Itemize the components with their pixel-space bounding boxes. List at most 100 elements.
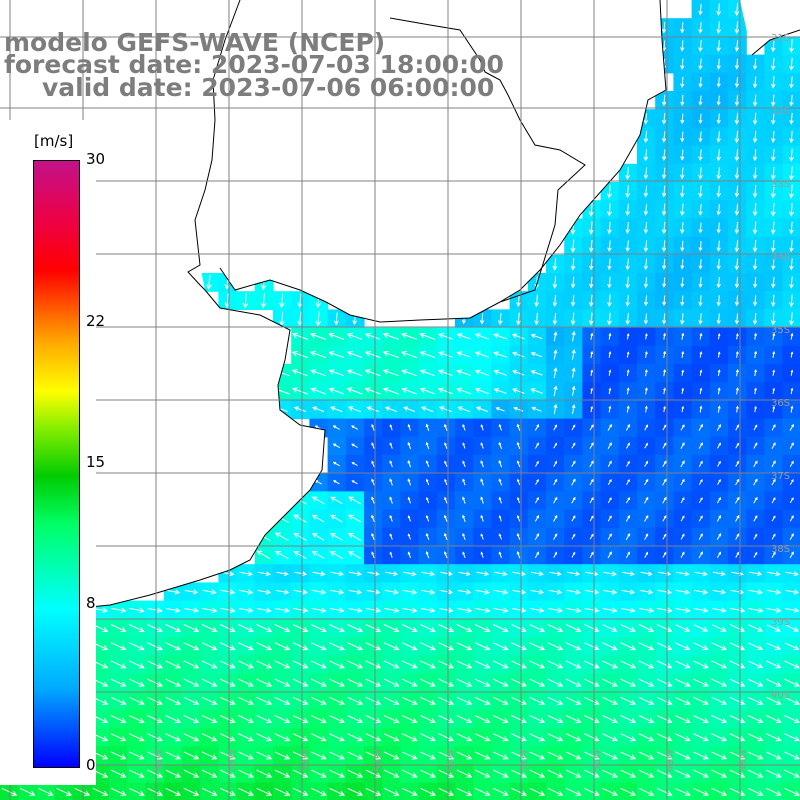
- wind-arrow: [330, 406, 343, 413]
- wind-arrow: [548, 607, 564, 613]
- wind-arrow: [328, 387, 344, 395]
- longitude-label: 54W: [300, 749, 311, 772]
- wind-arrow: [734, 167, 740, 180]
- wind-arrow: [693, 751, 709, 760]
- wind-arrow: [753, 515, 758, 522]
- wind-arrow: [643, 130, 649, 144]
- wind-arrow: [512, 571, 526, 577]
- wind-arrow: [583, 715, 600, 724]
- wind-arrow: [747, 715, 764, 724]
- wind-arrow: [602, 751, 618, 760]
- longitude-label: 56W: [154, 749, 165, 772]
- wind-arrow: [511, 678, 527, 687]
- wind-arrow: [165, 769, 182, 778]
- wind-arrow: [788, 39, 795, 53]
- wind-arrow: [462, 478, 466, 486]
- wind-arrow: [365, 769, 382, 778]
- wind-arrow: [698, 277, 703, 289]
- wind-arrow: [511, 333, 525, 340]
- latitude-label: 37S: [771, 471, 790, 482]
- wind-arrow: [638, 787, 655, 796]
- wind-arrow: [111, 607, 127, 614]
- wind-arrow: [365, 660, 382, 669]
- wind-arrow: [128, 787, 145, 796]
- wind-arrow: [420, 751, 436, 760]
- wind-arrow: [698, 515, 703, 522]
- wind-arrow: [565, 624, 582, 633]
- wind-arrow: [511, 660, 527, 669]
- wind-arrow: [625, 514, 630, 522]
- wind-arrow: [329, 733, 345, 742]
- wind-arrow: [346, 351, 363, 358]
- wind-arrow: [747, 678, 764, 687]
- wind-arrow: [790, 369, 794, 376]
- wind-arrow: [766, 660, 782, 669]
- wind-arrow: [311, 514, 325, 523]
- wind-arrow: [712, 571, 726, 577]
- wind-arrow: [401, 696, 418, 705]
- wind-arrow: [238, 607, 254, 613]
- wind-arrow: [382, 369, 399, 377]
- wind-arrow: [128, 715, 145, 724]
- wind-arrow: [444, 460, 448, 467]
- wind-arrow: [293, 607, 309, 614]
- wind-arrow: [371, 460, 375, 467]
- wind-arrow: [462, 551, 466, 558]
- wind-arrow: [789, 240, 794, 253]
- wind-arrow: [511, 642, 527, 651]
- wind-arrow: [219, 678, 236, 687]
- wind-arrow: [474, 351, 490, 358]
- wind-arrow: [513, 406, 524, 412]
- wind-arrow: [789, 497, 794, 504]
- wind-arrow: [256, 642, 273, 651]
- wind-arrow: [310, 660, 327, 669]
- wind-arrow: [570, 312, 576, 326]
- wind-arrow: [256, 660, 273, 669]
- wind-arrow: [548, 589, 563, 595]
- wind-arrow: [165, 787, 182, 796]
- wind-arrow: [711, 751, 728, 760]
- wind-arrow: [698, 295, 703, 307]
- wind-arrow: [364, 351, 381, 359]
- wind-arrow: [383, 751, 400, 760]
- wind-arrow: [206, 275, 212, 290]
- wind-arrow: [608, 351, 612, 358]
- wind-arrow: [675, 624, 691, 632]
- wind-arrow: [401, 332, 418, 340]
- wind-arrow: [620, 769, 637, 778]
- wind-arrow: [607, 497, 612, 504]
- wind-arrow: [661, 94, 667, 107]
- wind-arrow: [693, 733, 709, 742]
- wind-arrow: [425, 551, 430, 559]
- wind-arrow: [407, 478, 412, 486]
- wind-arrow: [553, 385, 558, 397]
- wind-arrow: [492, 660, 509, 669]
- wind-arrow: [420, 696, 436, 705]
- wind-arrow: [607, 294, 612, 308]
- wind-arrow: [110, 624, 127, 633]
- wind-arrow: [183, 624, 200, 633]
- wind-arrow: [771, 258, 776, 271]
- wind-arrow: [680, 533, 685, 540]
- wind-arrow: [444, 514, 448, 522]
- wind-arrow: [571, 515, 576, 522]
- wind-arrow: [698, 40, 703, 52]
- wind-arrow: [589, 515, 594, 522]
- wind-arrow: [680, 113, 685, 125]
- wind-arrow: [565, 715, 582, 724]
- wind-arrow: [603, 571, 617, 577]
- wind-arrow: [790, 387, 794, 395]
- wind-arrow: [680, 40, 685, 52]
- wind-arrow: [495, 407, 505, 412]
- wind-arrow: [729, 787, 746, 796]
- wind-arrow: [638, 660, 655, 669]
- wind-arrow: [680, 460, 685, 468]
- wind-arrow: [656, 624, 673, 632]
- wind-arrow: [553, 551, 557, 558]
- wind-arrow: [219, 787, 236, 796]
- wind-arrow: [734, 240, 740, 253]
- wind-arrow: [421, 571, 435, 577]
- wind-arrow: [110, 678, 127, 687]
- wind-arrow: [407, 441, 412, 450]
- wind-arrow: [220, 607, 236, 614]
